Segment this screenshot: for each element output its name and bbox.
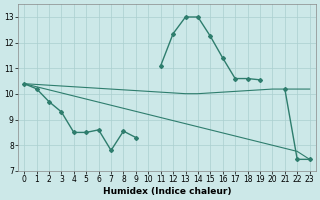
X-axis label: Humidex (Indice chaleur): Humidex (Indice chaleur) <box>103 187 231 196</box>
